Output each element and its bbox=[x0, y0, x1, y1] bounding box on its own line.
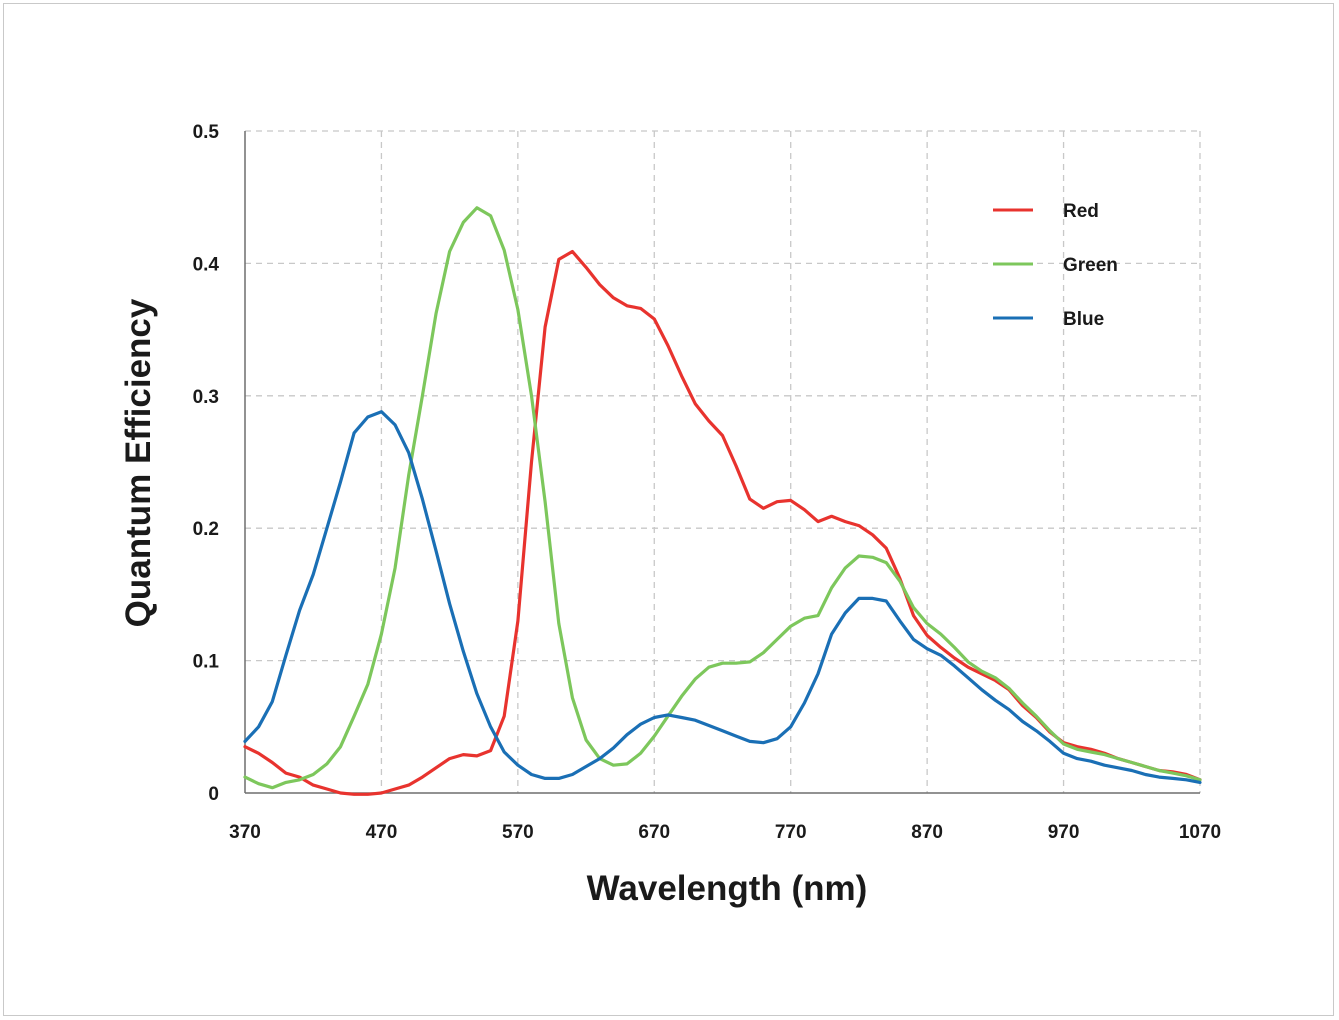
x-tick-label: 770 bbox=[775, 822, 807, 843]
grid-lines bbox=[245, 130, 1201, 793]
series-line-red bbox=[243, 249, 1202, 796]
y-tick-label: 0 bbox=[208, 784, 219, 805]
legend: Red Green Blue bbox=[993, 201, 1118, 330]
y-tick-label: 0.2 bbox=[193, 519, 219, 540]
series-lines bbox=[243, 206, 1202, 796]
x-tick-label: 870 bbox=[911, 822, 943, 843]
chart-frame bbox=[3, 3, 1334, 1016]
x-tick-label: 570 bbox=[502, 822, 534, 843]
x-tick-label: 1070 bbox=[1179, 822, 1221, 843]
series-line-green bbox=[243, 206, 1202, 790]
x-tick-label: 470 bbox=[366, 822, 398, 843]
y-tick-label: 0.4 bbox=[193, 254, 220, 275]
legend-label-green: Green bbox=[1063, 255, 1118, 276]
axes bbox=[244, 131, 1200, 794]
x-tick-label: 670 bbox=[638, 822, 670, 843]
x-tick-label: 970 bbox=[1048, 822, 1080, 843]
series-line-blue bbox=[243, 410, 1202, 784]
y-tick-label: 0.1 bbox=[193, 652, 220, 673]
y-tick-label: 0.5 bbox=[193, 122, 220, 143]
x-tick-label: 370 bbox=[229, 822, 261, 843]
legend-label-blue: Blue bbox=[1063, 309, 1104, 330]
y-axis-title: Quantum Efficiency bbox=[119, 298, 158, 627]
y-tick-labels: 0 0.1 0.2 0.3 0.4 0.5 bbox=[193, 122, 220, 805]
x-axis-title: Wavelength (nm) bbox=[587, 869, 868, 908]
legend-label-red: Red bbox=[1063, 201, 1099, 222]
x-tick-labels: 370 470 570 670 770 870 970 1070 bbox=[229, 822, 1221, 843]
y-tick-label: 0.3 bbox=[193, 387, 219, 408]
